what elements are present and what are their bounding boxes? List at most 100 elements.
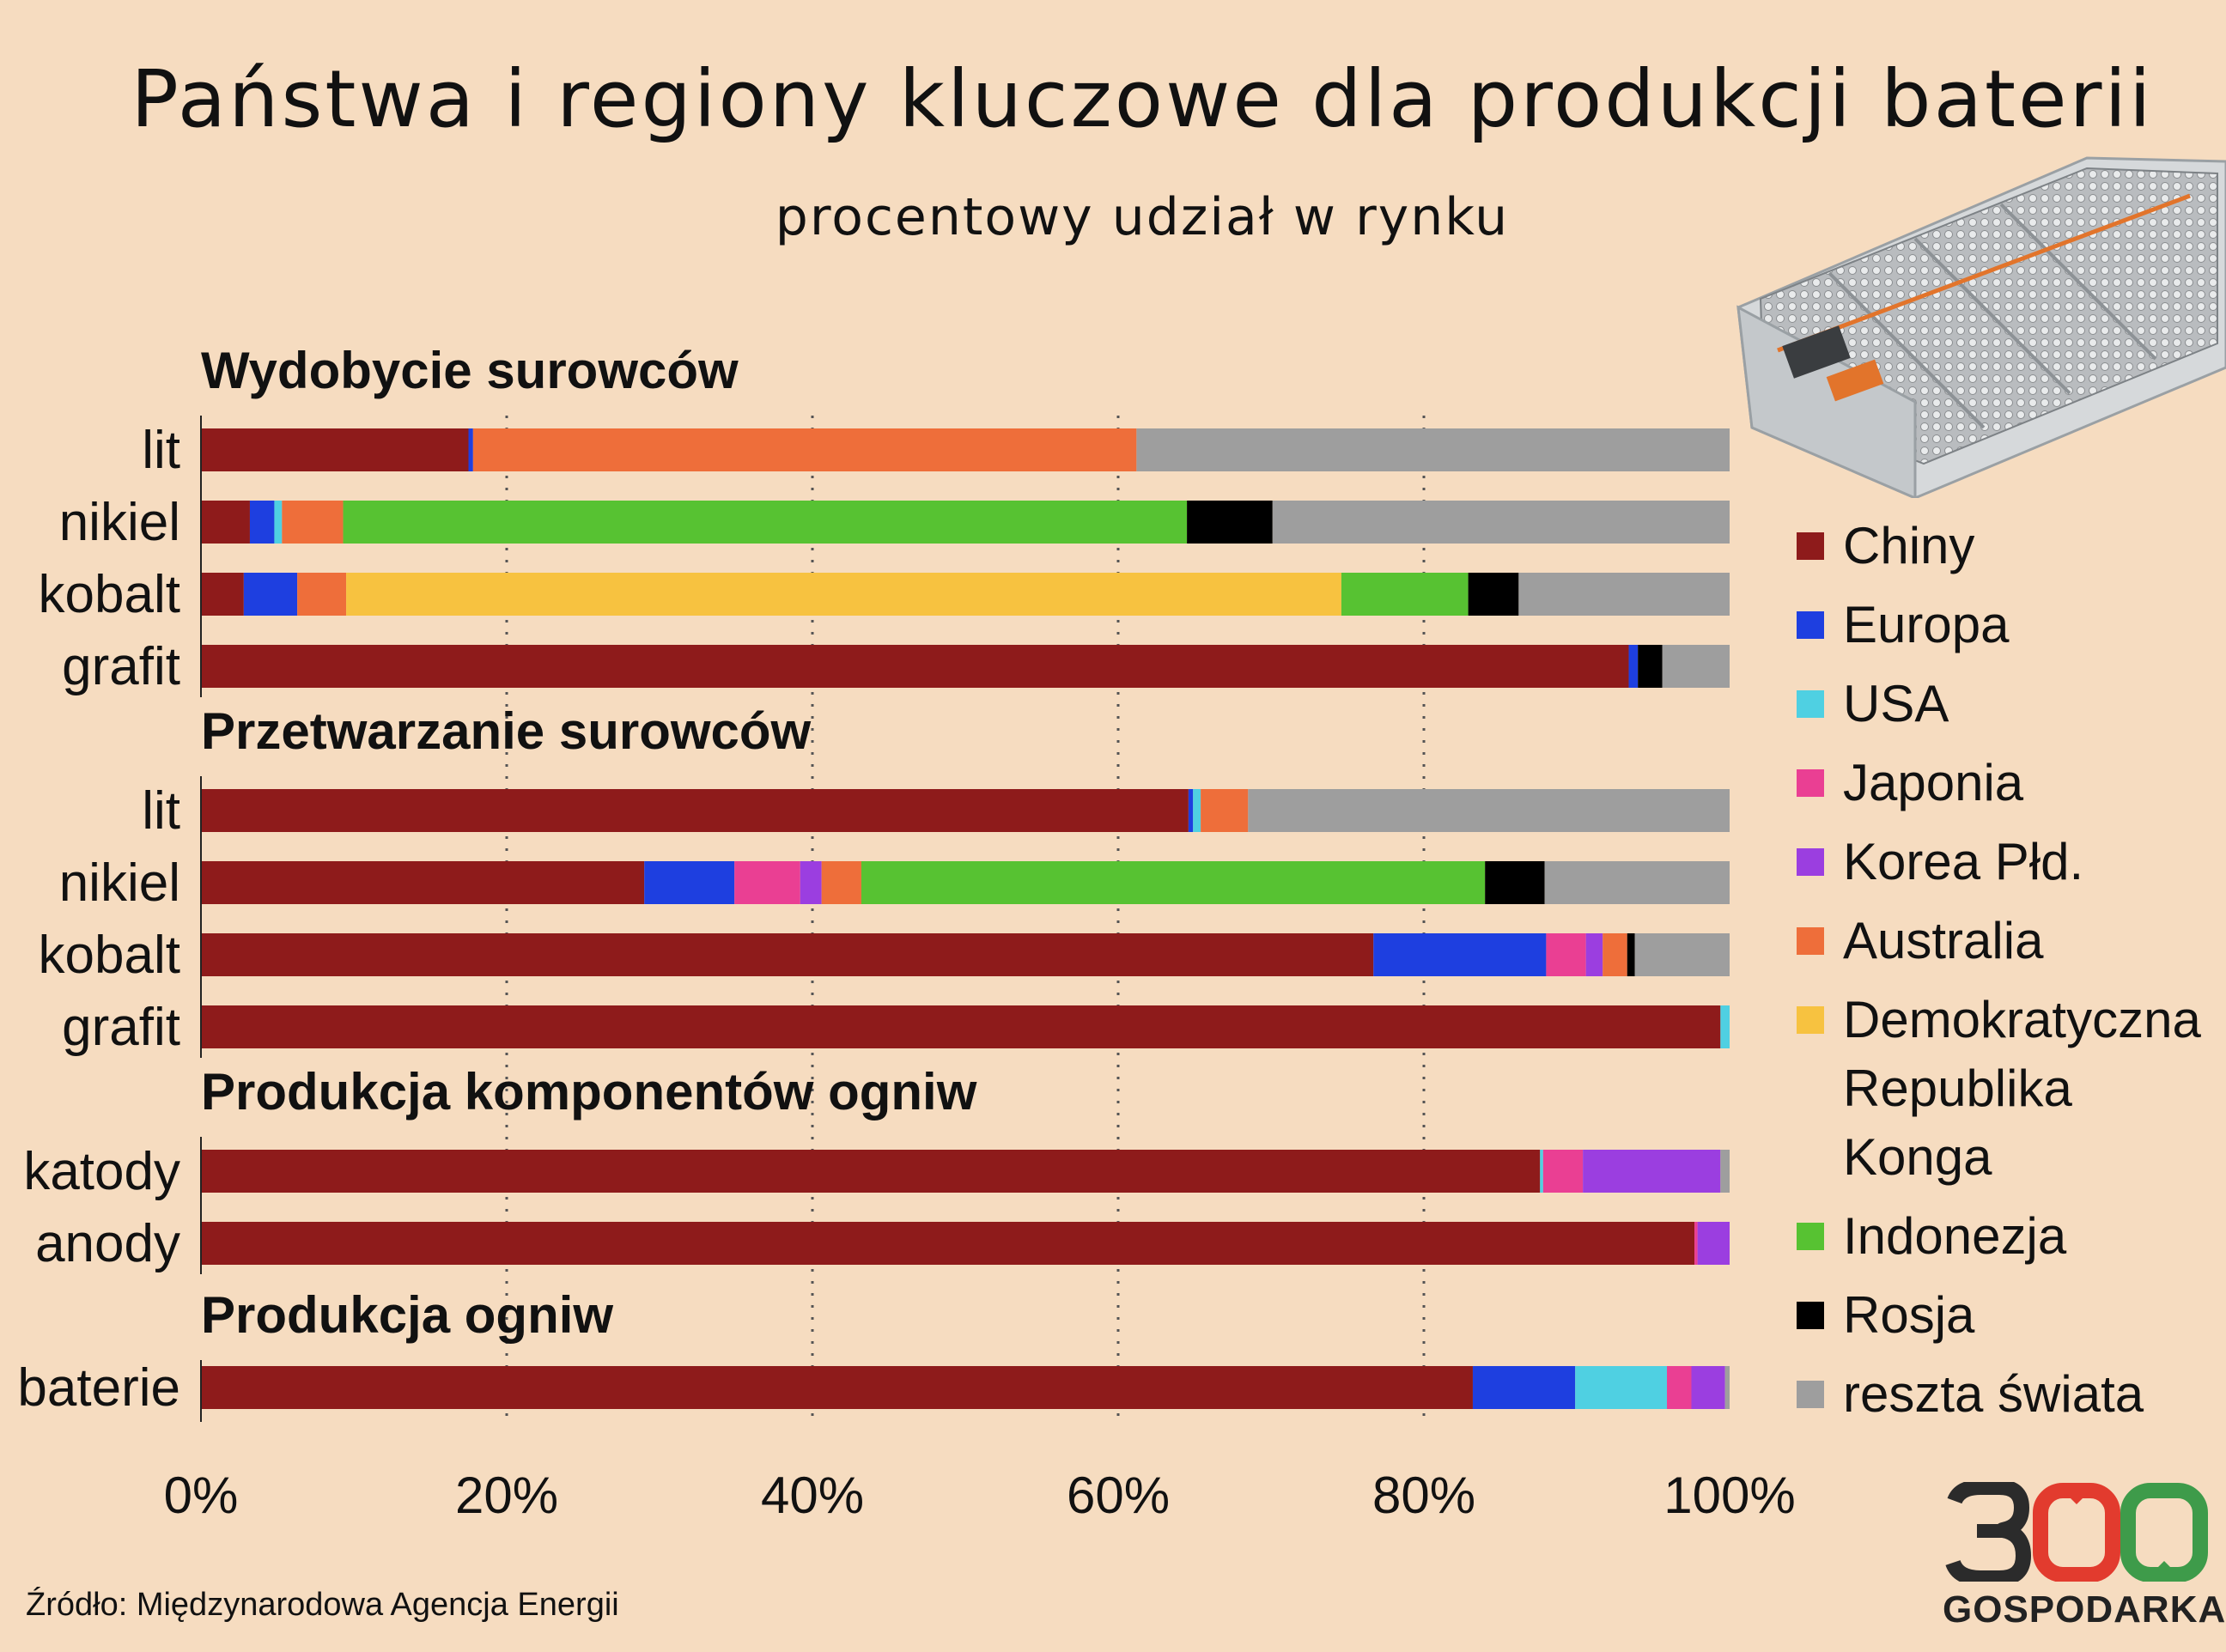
bar-segment (201, 428, 469, 471)
row-label: nikiel (59, 493, 180, 552)
group-title: Produkcja komponentów ogniw (201, 1063, 977, 1121)
bar-segment (800, 861, 822, 904)
row-label: anody (35, 1214, 180, 1273)
x-tick-label: 60% (1067, 1467, 1170, 1524)
row-label: lit (142, 781, 180, 841)
bar-segment (1136, 428, 1730, 471)
legend-swatch (1797, 1223, 1824, 1250)
bar-segment (1272, 501, 1730, 544)
group-title: Przetwarzanie surowców (201, 702, 812, 760)
battery-pack-image (1736, 156, 2226, 498)
bar-segment (1603, 933, 1627, 976)
legend-swatch (1797, 690, 1824, 718)
legend-swatch (1797, 769, 1824, 797)
legend-item: Demokratyczna Republika Konga (1797, 986, 2209, 1192)
bar-segment (1188, 789, 1194, 832)
labels: Wydobycie surowców lit nikiel kobalt grafit P… (17, 342, 977, 1422)
legend-item: Australia (1797, 907, 2209, 975)
source-note: Źródło: Międzynarodowa Agencja Energii (26, 1587, 619, 1623)
legend-item: Rosja (1797, 1281, 2209, 1350)
legend-swatch (1797, 611, 1824, 639)
legend-swatch (1797, 532, 1824, 560)
legend-label: Indonezja (1843, 1207, 2067, 1265)
bar-segment (343, 501, 1188, 544)
bar-segment (1540, 1150, 1543, 1193)
row-label: nikiel (59, 853, 180, 913)
bar-segment (1472, 1366, 1576, 1409)
row-label: katody (23, 1142, 180, 1201)
x-tick-label: 100% (1663, 1467, 1795, 1524)
bar-segment (1518, 573, 1730, 616)
chart-subtitle: procentowy udział w rynku (775, 187, 1510, 247)
bar-segment (1546, 933, 1586, 976)
legend-item: Korea Płd. (1797, 828, 2209, 896)
legend-label: reszta świata (1843, 1365, 2144, 1423)
bar-segment (1638, 645, 1663, 688)
bar-segment (346, 573, 1341, 616)
legend-swatch (1797, 1006, 1824, 1034)
legend-label: Korea Płd. (1843, 833, 2084, 890)
x-tick-label: 40% (761, 1467, 864, 1524)
bar-segment (472, 428, 1137, 471)
legend-swatch (1797, 1302, 1824, 1329)
legend-item: Chiny (1797, 512, 2209, 580)
bar-segment (1542, 1150, 1584, 1193)
bar-segment (201, 1366, 1473, 1409)
bar-segment (1373, 933, 1547, 976)
bar-segment (821, 861, 861, 904)
bar-segment (201, 1222, 1695, 1265)
legend-swatch (1797, 848, 1824, 876)
bar-segment (861, 861, 1486, 904)
bar-segment (1341, 573, 1469, 616)
legend-label: Australia (1843, 912, 2044, 969)
chart-title: Państwa i regiony kluczowe dla produkcji… (131, 53, 2154, 145)
bar-segment (201, 861, 645, 904)
row-label: grafit (62, 998, 180, 1057)
bar-segment (468, 428, 473, 471)
bar-segment (644, 861, 735, 904)
bars (201, 428, 1730, 1409)
bar-segment (1697, 1222, 1730, 1265)
legend-item: Europa (1797, 591, 2209, 659)
bar-segment (1583, 1150, 1721, 1193)
gospodarka-logo: GOSPODARKA (1943, 1482, 2226, 1631)
bar-segment (1628, 645, 1639, 688)
bar-segment (1634, 933, 1730, 976)
gridlines (505, 416, 1426, 1422)
group-title: Produkcja ogniw (201, 1286, 613, 1344)
row-label: grafit (62, 637, 180, 696)
legend-label: Japonia (1843, 754, 2024, 811)
x-tick-label: 20% (455, 1467, 558, 1524)
bar-segment (201, 501, 250, 544)
bar-segment (201, 573, 244, 616)
bar-segment (1201, 789, 1249, 832)
bar-segment (1724, 1366, 1730, 1409)
legend: Chiny Europa USA Japonia Korea Płd. Australia… (1797, 512, 2209, 1439)
bar-segment (1691, 1366, 1725, 1409)
row-label: lit (142, 421, 180, 480)
x-tick-label: 0% (164, 1467, 239, 1524)
legend-item: USA (1797, 670, 2209, 738)
row-label: kobalt (39, 565, 180, 624)
logo-text: GOSPODARKA (1943, 1588, 2226, 1631)
legend-swatch (1797, 1381, 1824, 1408)
bar-segment (1544, 861, 1730, 904)
group-title: Wydobycie surowców (201, 342, 739, 399)
bar-segment (1485, 861, 1545, 904)
bar-segment (201, 933, 1374, 976)
x-tick-label: 80% (1372, 1467, 1475, 1524)
legend-label: Demokratyczna Republika Konga (1843, 991, 2201, 1186)
bar-segment (1662, 645, 1730, 688)
bar-segment (1694, 1222, 1698, 1265)
legend-swatch (1797, 927, 1824, 955)
legend-item: Japonia (1797, 749, 2209, 817)
legend-label: Europa (1843, 596, 2010, 653)
legend-label: Chiny (1843, 517, 1975, 574)
bar-segment (274, 501, 283, 544)
row-label: baterie (17, 1358, 180, 1418)
legend-label: USA (1843, 675, 1949, 732)
bar-segment (201, 789, 1189, 832)
legend-item: reszta świata (1797, 1360, 2209, 1429)
x-axis-ticks: 0% 20% 40% 60% 80% 100% (164, 1467, 1796, 1524)
